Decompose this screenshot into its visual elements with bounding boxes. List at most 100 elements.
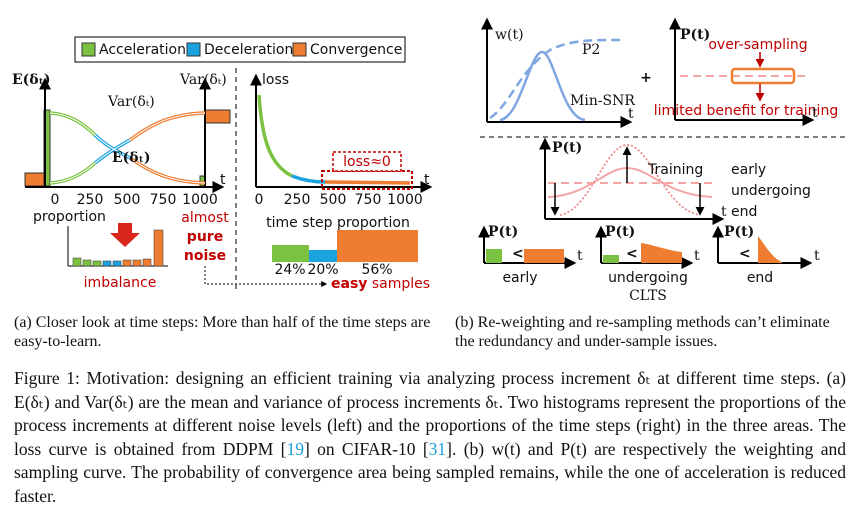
label: undergoing	[608, 270, 688, 286]
legend-box	[74, 36, 406, 63]
annotation: loss≈0	[343, 154, 391, 170]
y-label: Var(δₜ)	[179, 72, 227, 88]
caption-text: ] on CIFAR-10 [	[303, 438, 429, 459]
curve	[49, 111, 97, 137]
y-label: loss	[262, 72, 289, 88]
x-label: t	[577, 248, 583, 264]
caption: Figure 1: Motivation: designing an effic…	[14, 367, 846, 508]
caption-text: ]. (b) w(t) and P(t) are respectively th…	[14, 438, 846, 506]
title: time step proportion	[266, 215, 410, 231]
percent-label: 24%	[274, 262, 305, 278]
bar	[102, 260, 112, 267]
x-label: t	[424, 172, 430, 188]
x-tick-label: 0	[255, 192, 264, 208]
bar	[142, 258, 152, 267]
label: early	[502, 270, 537, 286]
label: imbalance	[84, 275, 157, 291]
citation[interactable]: 31	[428, 438, 447, 459]
plus: +	[640, 70, 652, 86]
curve	[49, 161, 97, 185]
bar	[92, 260, 102, 267]
x-tick-label: 250	[284, 192, 311, 208]
bar	[337, 230, 418, 262]
method: CLTS	[629, 288, 667, 304]
curve	[49, 112, 206, 184]
legend-entry: Acceleration	[99, 42, 186, 58]
curve-label: P2	[582, 42, 600, 58]
note: almost	[181, 210, 229, 226]
figure: Acceleration Deceleration Convergence E(…	[12, 17, 846, 304]
sign: <	[739, 246, 751, 262]
caption-text: Figure 1: Motivation: designing an effic…	[14, 368, 846, 459]
percent-label: 56%	[361, 262, 392, 278]
x-tick-label: 1000	[182, 192, 218, 208]
x-tick-label: 500	[320, 192, 347, 208]
x-tick-label: 1000	[387, 192, 423, 208]
curve	[257, 94, 293, 178]
small-plot: P(t) < end t	[712, 224, 820, 286]
y-label: P(t)	[724, 224, 754, 240]
note: noise	[184, 248, 226, 264]
small-plot: P(t) < undergoing CLTS t	[595, 224, 700, 304]
bar	[82, 259, 92, 267]
bar	[132, 259, 142, 267]
x-label: t	[628, 106, 634, 122]
x-tick-label: 250	[77, 192, 104, 208]
note-bold: easy	[331, 276, 367, 292]
x-label: t	[814, 248, 820, 264]
x-label: t	[812, 105, 818, 121]
legend-swatch	[81, 42, 96, 57]
small-plot: P(t) < early t	[478, 224, 583, 286]
bar	[486, 249, 502, 263]
percent-label: 20%	[307, 262, 338, 278]
x-tick-label: 500	[114, 192, 141, 208]
curve-label: Var(δₜ)	[107, 94, 155, 110]
bar	[309, 250, 337, 262]
y-label: P(t)	[680, 27, 710, 43]
label: Training	[647, 162, 703, 178]
note: over-sampling	[708, 37, 807, 53]
stage-label: undergoing	[731, 183, 811, 199]
legend-entry: Deceleration	[204, 42, 293, 58]
arrow	[110, 223, 140, 247]
y-label: P(t)	[488, 224, 518, 240]
y-label: P(t)	[552, 140, 582, 156]
curve	[324, 180, 411, 185]
curve-label: Min-SNR	[570, 93, 635, 109]
y-label: proportion	[33, 209, 106, 225]
stage-label: early	[731, 162, 766, 178]
sign: <	[626, 246, 638, 262]
note: easy samples	[331, 276, 430, 292]
bar	[24, 172, 46, 187]
bar	[72, 257, 82, 267]
curve	[489, 38, 621, 120]
connector	[204, 266, 328, 287]
bar	[153, 229, 164, 267]
citation[interactable]: 19	[286, 438, 304, 459]
x-tick-label: 750	[355, 192, 382, 208]
bar	[272, 245, 309, 262]
subcaption: (a) Closer look at time steps: More than…	[14, 314, 431, 350]
label: end	[747, 270, 773, 286]
curve	[499, 50, 586, 122]
note-text: samples	[372, 276, 430, 292]
bar	[524, 249, 564, 263]
y-label: P(t)	[605, 224, 635, 240]
annotation-box	[332, 151, 402, 172]
note: pure	[187, 229, 223, 245]
curves	[49, 111, 206, 185]
curve	[291, 174, 326, 184]
stage-label: end	[731, 204, 757, 220]
x-label: t	[721, 204, 727, 220]
x-label: t	[220, 172, 226, 188]
highlight-box	[730, 67, 796, 85]
bar	[641, 243, 682, 263]
legend-entry: Convergence	[310, 42, 402, 58]
subcaption: (b) Re-weighting and re-sampling methods…	[455, 314, 830, 350]
x-label: t	[694, 248, 700, 264]
bar	[112, 260, 122, 267]
bar	[204, 109, 231, 124]
curve	[128, 111, 206, 142]
curve	[559, 144, 701, 216]
